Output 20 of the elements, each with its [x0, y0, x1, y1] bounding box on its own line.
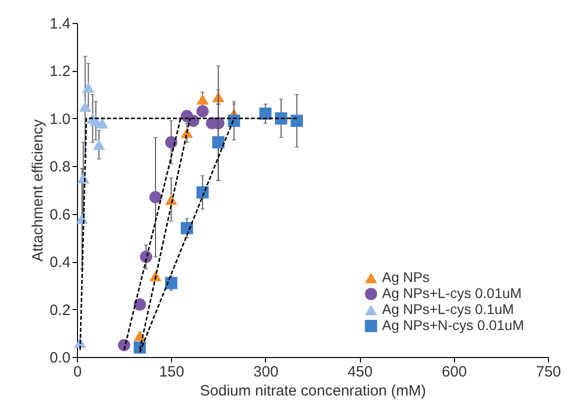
x-tick-label: 0 [73, 364, 82, 380]
y-tick-label: 0.4 [50, 254, 70, 272]
legend-label: Ag NPs+N-cys 0.01uM [382, 317, 524, 333]
y-tick-label: 1.2 [50, 63, 70, 80]
y-tick-label: 1.4 [50, 16, 70, 32]
legend-label: Ag NPs [382, 269, 430, 285]
x-tick-label: 150 [159, 364, 184, 380]
x-tick-label: 600 [442, 364, 467, 380]
legend-label: Ag NPs+L-cys 0.1uM [382, 301, 514, 317]
y-tick-label: 0.8 [50, 158, 70, 176]
y-tick-label: 0.2 [50, 302, 70, 319]
y-axis-title: Attachment efficiency [30, 118, 47, 262]
legend-label: Ag NPs+L-cys 0.01uM [382, 285, 522, 301]
x-tick-label: 450 [348, 364, 373, 380]
y-tick-label: 0.0 [50, 350, 70, 366]
y-tick-label: 0.6 [50, 206, 70, 224]
y-tick-label: 1.0 [50, 110, 70, 128]
x-tick-label: 750 [536, 364, 562, 380]
x-tick-label: 300 [253, 364, 278, 380]
x-axis-title: Sodium nitrate concenration (mM) [200, 382, 426, 400]
